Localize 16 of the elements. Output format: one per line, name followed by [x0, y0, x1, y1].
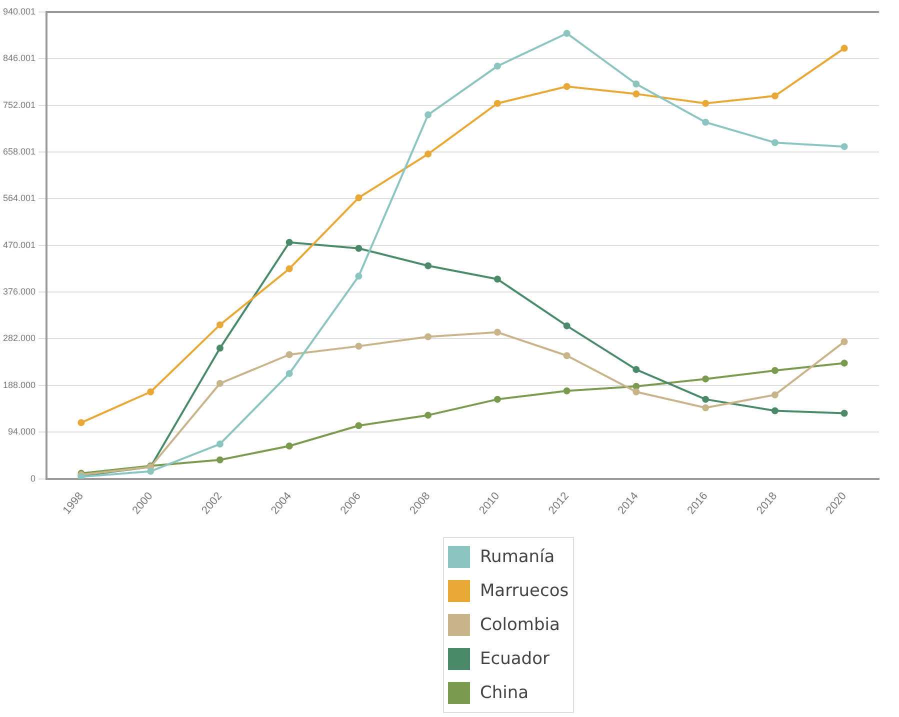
y-tick-label: 658.001: [2, 146, 36, 157]
y-tick-label: 752.001: [2, 100, 36, 110]
legend-label: Marruecos: [480, 581, 569, 601]
y-tick-label: 0: [30, 473, 36, 484]
y-tick-label: 940.001: [2, 6, 36, 16]
y-tick-label: 846.001: [2, 53, 36, 64]
y-tick-label: 376.000: [2, 286, 36, 297]
y-tick-label: 470.001: [2, 240, 36, 250]
legend-label: Rumanía: [480, 547, 555, 567]
y-tick-label: 564.001: [2, 193, 36, 204]
y-tick-label: 188.000: [2, 380, 36, 390]
y-tick-label: 94.000: [8, 426, 36, 437]
y-tick-label: 282.000: [2, 333, 36, 344]
legend-label: Colombia: [480, 615, 560, 635]
legend-label: China: [480, 683, 529, 703]
legend-label: Ecuador: [480, 649, 550, 669]
